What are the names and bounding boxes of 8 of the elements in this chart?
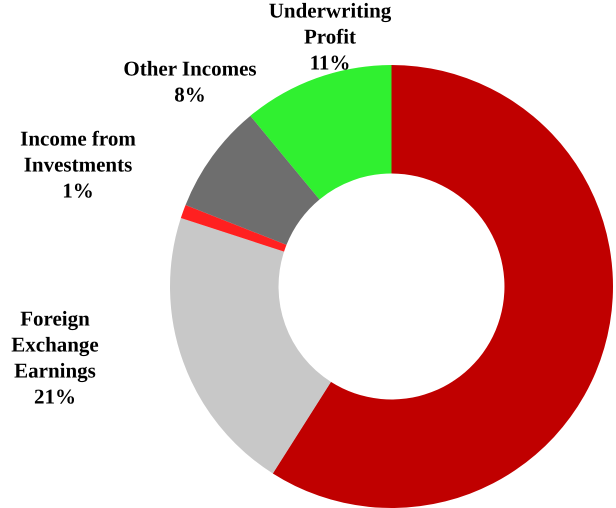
data-label: 1% [62, 178, 94, 202]
slice-label: Foreign Exchange Earnings [11, 306, 99, 382]
data-label: 11% [310, 50, 350, 74]
slice-label: Income from Investments [20, 126, 136, 176]
data-label: 8% [174, 82, 206, 106]
slice-label: Other Incomes [123, 56, 257, 80]
slice-label: Underwriting Profit [268, 0, 392, 48]
data-label: 21% [34, 384, 76, 408]
